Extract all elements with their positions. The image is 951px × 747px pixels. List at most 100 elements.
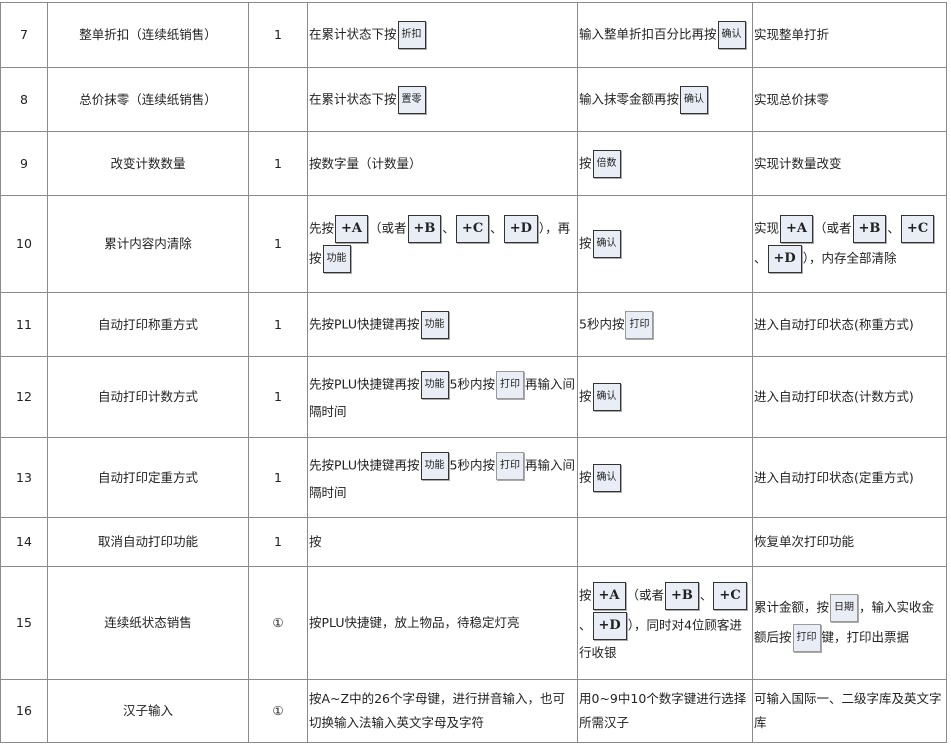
operation-cell: 输入抹零金额再按 确认	[577, 67, 753, 132]
operation-cell: 按 +A （或者 +B、 +C、 +D ），同时对4位顾客进行收银	[577, 566, 753, 680]
key-icon: +B	[852, 215, 887, 243]
key-icon: 日期	[830, 594, 859, 622]
key-icon: 确认	[680, 85, 709, 114]
cell-text: 、	[442, 220, 455, 236]
cell-text: 先按PLU快捷键再按	[309, 457, 420, 472]
row-number: 8	[0, 67, 48, 132]
result-cell: 进入自动打印状态(计数方式)	[752, 356, 947, 438]
result-cell: 进入自动打印状态(称重方式)	[752, 292, 947, 357]
result-cell: 实现 +A （或者 +B、 +C、 +D ），内存全部清除	[752, 195, 947, 293]
function-name: 改变计数数量	[47, 131, 249, 196]
cell-text: 键，打印出票据	[821, 629, 910, 645]
row-number: 9	[0, 131, 48, 196]
count: 1	[248, 292, 308, 357]
count: 1	[248, 2, 308, 68]
cell-text: 按	[579, 155, 592, 170]
key-icon: 打印	[495, 371, 524, 399]
cell-text: 按	[579, 587, 592, 603]
operation-cell: 先按PLU快捷键再按 功能	[307, 292, 578, 357]
result-cell: 可输入国际一、二级字库及英文字库	[752, 679, 947, 743]
cell-text: 、	[699, 587, 713, 603]
cell-text: 累计金额，按	[754, 599, 830, 615]
cell-text: ），再按	[309, 220, 571, 266]
result-cell: 实现计数量改变	[752, 131, 947, 196]
result-cell: 累计金额，按 日期 ，输入实收金额后按 打印 键，打印出票据	[752, 566, 947, 680]
table-row: 14 取消自动打印功能 1 按 恢复单次打印功能	[0, 517, 947, 567]
function-name: 取消自动打印功能	[47, 517, 249, 567]
function-name: 汉子输入	[47, 679, 249, 743]
key-icon: +C	[713, 582, 747, 610]
operation-cell: 先按PLU快捷键再按 功能 5秒内按 打印 再输入间隔时间	[307, 437, 578, 518]
count: 1	[248, 195, 308, 293]
cell-text: 、	[754, 250, 767, 266]
operation-cell: 按PLU快捷键，放上物品，待稳定灯亮	[307, 566, 578, 680]
operation-cell: 在累计状态下按 置零	[307, 67, 578, 132]
count: 1	[248, 356, 308, 438]
cell-text: （或者	[369, 220, 407, 236]
operation-cell: 按确认	[577, 356, 753, 438]
cell-text: 实现计数量改变	[754, 155, 842, 171]
key-icon: 功能	[420, 310, 449, 339]
key-icon: 置零	[397, 85, 426, 114]
cell-text: 、	[490, 220, 503, 236]
key-icon: +B	[665, 582, 699, 610]
cell-text: 实现总价抹零	[754, 91, 830, 107]
cell-text: （或者	[814, 220, 852, 236]
key-icon: +B	[407, 215, 442, 243]
operation-cell: 按A~Z中的26个字母键，进行拼音输入，也可切换输入法输入英文字母及字符	[307, 679, 578, 743]
operation-cell: 按确认	[577, 437, 753, 518]
key-icon: 功能	[420, 451, 449, 480]
function-name: 累计内容内清除	[47, 195, 249, 293]
cell-text: 、	[579, 617, 592, 633]
count: 1	[248, 437, 308, 518]
operation-cell: 先按 +A （或者 +B、 +C、 +D ），再按 功能	[307, 195, 578, 293]
key-icon: 打印	[495, 451, 524, 480]
table-row: 8 总价抹零（连续纸销售） 在累计状态下按 置零 输入抹零金额再按 确认 实现总价抹零	[0, 67, 947, 132]
table-row: 13 自动打印定重方式 1 先按PLU快捷键再按 功能 5秒内按 打印 再输入间隔时间按确认进…	[0, 437, 947, 518]
key-icon: 倍数	[592, 149, 621, 178]
table-row: 16 汉子输入 ① 按A~Z中的26个字母键，进行拼音输入，也可切换输入法输入英文字母…	[0, 679, 947, 743]
cell-text: 恢复单次打印功能	[754, 534, 855, 549]
cell-text: 先按PLU快捷键再按	[309, 316, 420, 331]
count	[248, 67, 308, 132]
operation-cell: 5秒内按 打印	[577, 292, 753, 357]
function-name: 总价抹零（连续纸销售）	[47, 67, 249, 132]
table-row: 15 连续纸状态销售 ① 按PLU快捷键，放上物品，待稳定灯亮按 +A （或者 +B、 +C、…	[0, 566, 947, 680]
key-icon: 功能	[420, 371, 449, 399]
count: 1	[248, 131, 308, 196]
operation-cell: 按确认	[577, 195, 753, 293]
row-number: 14	[0, 517, 48, 567]
key-icon: +A	[335, 215, 368, 243]
table-row: 12 自动打印计数方式 1 先按PLU快捷键再按 功能 5秒内按 打印 再输入间隔时间按确认进…	[0, 356, 947, 438]
count: 1	[248, 517, 308, 567]
table-row: 7 整单折扣（连续纸销售） 1 在累计状态下按 折扣 输入整单折扣百分比再按 确认 实现整单打…	[0, 2, 947, 68]
row-number: 16	[0, 679, 48, 743]
count: ①	[248, 566, 308, 680]
cell-text: 再输入间隔时间	[309, 457, 575, 500]
cell-text: 按	[309, 534, 322, 549]
key-icon: 打印	[792, 624, 821, 652]
key-icon: +D	[503, 215, 538, 243]
cell-text: 实现	[754, 220, 780, 236]
function-name: 连续纸状态销售	[47, 566, 249, 680]
operation-cell: 按数字量（计数量）	[307, 131, 578, 196]
result-cell: 进入自动打印状态(定重方式)	[752, 437, 947, 518]
function-name: 整单折扣（连续纸销售）	[47, 2, 249, 68]
table-row: 10 累计内容内清除 1 先按 +A （或者 +B、 +C、 +D ），再按 功能按确认 实现 +A （或…	[0, 195, 947, 293]
cell-text: 按	[579, 388, 592, 404]
cell-text: 先按	[309, 220, 335, 236]
result-cell: 实现总价抹零	[752, 67, 947, 132]
key-icon: +A	[780, 215, 813, 243]
row-number: 12	[0, 356, 48, 438]
cell-text: 输入整单折扣百分比再按	[579, 26, 717, 42]
cell-text: ），同时对4位顾客进行收银	[579, 617, 742, 661]
operation-cell: 输入整单折扣百分比再按 确认	[577, 2, 753, 68]
operation-cell: 用0~9中10个数字键进行选择所需汉子	[577, 679, 753, 743]
key-icon: +C	[900, 215, 935, 243]
cell-text: 、	[887, 220, 900, 236]
row-number: 15	[0, 566, 48, 680]
cell-text: 先按PLU快捷键再按	[309, 376, 420, 392]
result-cell: 实现整单打折	[752, 2, 947, 68]
operation-cell: 先按PLU快捷键再按 功能 5秒内按 打印 再输入间隔时间	[307, 356, 578, 438]
